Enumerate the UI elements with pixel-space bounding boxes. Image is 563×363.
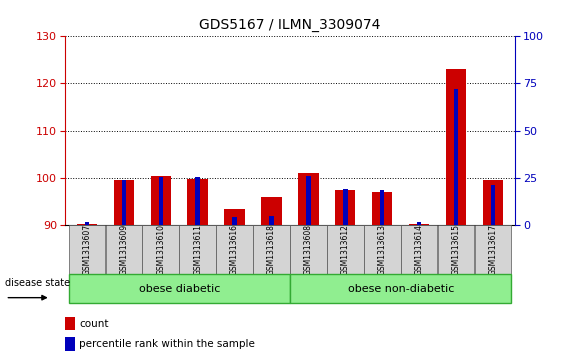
Text: GSM1313609: GSM1313609	[119, 224, 128, 275]
Text: obese diabetic: obese diabetic	[138, 284, 220, 294]
Bar	[77, 224, 97, 225]
Bar	[454, 89, 458, 225]
Text: count: count	[79, 319, 109, 329]
Bar	[372, 192, 392, 225]
Text: percentile rank within the sample: percentile rank within the sample	[79, 339, 255, 350]
FancyBboxPatch shape	[290, 225, 327, 274]
Text: GSM1313611: GSM1313611	[193, 224, 202, 275]
Text: GSM1313616: GSM1313616	[230, 224, 239, 275]
FancyBboxPatch shape	[401, 225, 437, 274]
FancyBboxPatch shape	[475, 225, 511, 274]
Bar	[195, 177, 200, 225]
Text: disease state: disease state	[6, 278, 70, 288]
FancyBboxPatch shape	[216, 225, 253, 274]
Bar	[159, 177, 163, 225]
Bar	[298, 173, 319, 225]
Bar	[65, 317, 75, 330]
Bar	[225, 208, 245, 225]
FancyBboxPatch shape	[180, 225, 216, 274]
Bar	[409, 224, 430, 225]
FancyBboxPatch shape	[327, 225, 364, 274]
Title: GDS5167 / ILMN_3309074: GDS5167 / ILMN_3309074	[199, 19, 381, 33]
Bar	[269, 216, 274, 225]
Bar	[491, 185, 495, 225]
Bar	[233, 217, 237, 225]
FancyBboxPatch shape	[364, 225, 400, 274]
Bar	[187, 179, 208, 225]
FancyBboxPatch shape	[69, 225, 105, 274]
Bar	[380, 190, 385, 225]
Text: GSM1313618: GSM1313618	[267, 224, 276, 275]
Bar	[417, 222, 421, 225]
Text: GSM1313613: GSM1313613	[378, 224, 387, 275]
Bar	[84, 222, 89, 225]
Text: GSM1313608: GSM1313608	[304, 224, 313, 275]
Text: GSM1313612: GSM1313612	[341, 224, 350, 275]
FancyBboxPatch shape	[438, 225, 475, 274]
Text: GSM1313607: GSM1313607	[82, 224, 91, 275]
Bar	[343, 189, 347, 225]
FancyBboxPatch shape	[69, 274, 290, 303]
Text: GSM1313615: GSM1313615	[452, 224, 461, 275]
Text: obese non-diabetic: obese non-diabetic	[347, 284, 454, 294]
Bar	[114, 180, 134, 225]
Bar	[335, 189, 355, 225]
Bar	[65, 338, 75, 351]
Bar	[306, 176, 311, 225]
Bar	[483, 180, 503, 225]
Text: GSM1313617: GSM1313617	[489, 224, 498, 275]
FancyBboxPatch shape	[290, 274, 511, 303]
FancyBboxPatch shape	[105, 225, 142, 274]
Bar	[150, 175, 171, 225]
Text: GSM1313610: GSM1313610	[156, 224, 165, 275]
FancyBboxPatch shape	[142, 225, 179, 274]
Bar	[122, 180, 126, 225]
FancyBboxPatch shape	[253, 225, 290, 274]
Bar	[446, 69, 466, 225]
Text: GSM1313614: GSM1313614	[415, 224, 424, 275]
Bar	[261, 197, 282, 225]
